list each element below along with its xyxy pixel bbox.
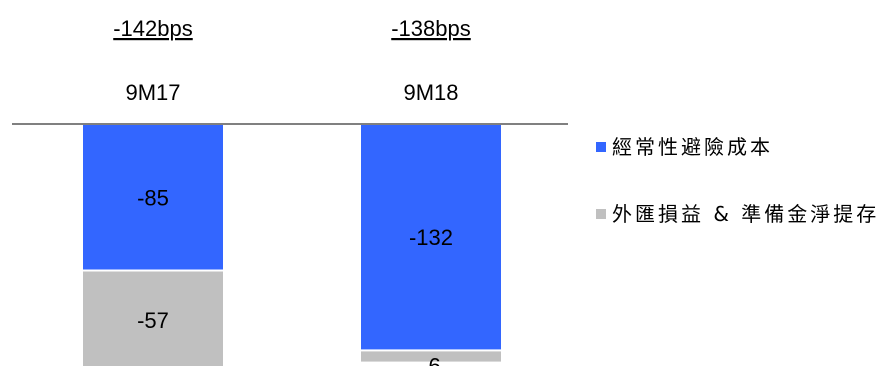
legend-swatch-blue — [596, 142, 606, 152]
legend-label: 外匯損益 & 準備金淨提存 — [612, 202, 880, 226]
bar-9m17-recurring-hedging-cost — [83, 125, 223, 270]
bps-annotation-9m18: -138bps — [391, 16, 471, 41]
category-label-9m17: 9M17 — [125, 80, 180, 105]
legend-item-recurring-hedging-cost: 經常性避險成本 — [596, 132, 886, 162]
bps-annotation-9m17: -142bps — [113, 16, 193, 41]
bar-9m18-fx-gain-loss-reserve — [361, 351, 501, 362]
data-label-9m18-fx-gain-loss-reserve: -6 — [421, 354, 441, 366]
bar-9m18-recurring-hedging-cost — [361, 125, 501, 350]
data-label-9m17-recurring-hedging-cost: -85 — [137, 185, 169, 210]
legend-label: 經常性避險成本 — [612, 135, 773, 159]
legend-item-fx-gain-loss-reserve: 外匯損益 & 準備金淨提存 — [596, 199, 886, 229]
bar-9m17-fx-gain-loss-reserve — [83, 271, 223, 366]
data-label-9m18-recurring-hedging-cost: -132 — [409, 225, 453, 250]
category-label-9m18: 9M18 — [403, 80, 458, 105]
data-label-9m17-fx-gain-loss-reserve: -57 — [137, 308, 169, 333]
legend-swatch-gray — [596, 209, 606, 219]
